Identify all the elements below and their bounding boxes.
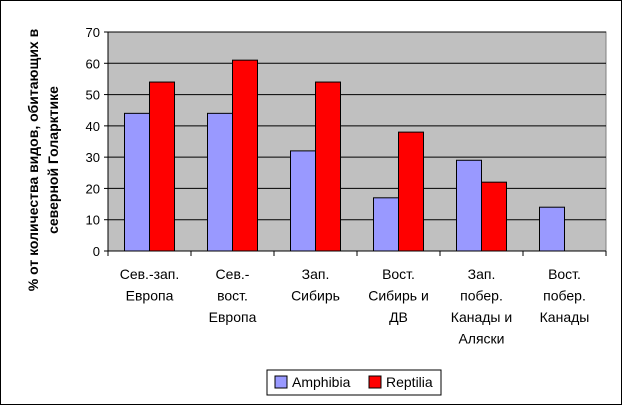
- bar-amphibia: [290, 150, 316, 252]
- bar-amphibia: [539, 206, 565, 252]
- legend: Amphibia Reptilia: [266, 369, 442, 396]
- bar-amphibia: [207, 112, 233, 252]
- y-tick-label: 20: [86, 181, 100, 196]
- y-axis-title-line: % от количества видов, обитающих в: [25, 28, 41, 291]
- x-tick-label: Сев.-вост. Европа: [209, 266, 257, 325]
- x-tick-label: Вост. побер. Канады: [540, 266, 590, 325]
- x-axis: Сев.-зап. Европа Сев.-вост. Европа Зап. Сибир…: [107, 250, 607, 347]
- y-tick-label: 0: [93, 244, 100, 259]
- y-tick-label: 60: [86, 56, 100, 71]
- y-tick-label: 30: [86, 150, 100, 165]
- bar-amphibia: [456, 159, 482, 252]
- bar-reptilia: [232, 59, 258, 252]
- y-axis-title: % от количества видов, обитающих в северн…: [25, 28, 61, 291]
- bar-amphibia: [124, 112, 150, 252]
- legend-swatch: [368, 375, 382, 389]
- y-tick-label: 10: [86, 213, 100, 228]
- bar-reptilia: [481, 181, 507, 252]
- legend-label: Amphibia: [292, 374, 351, 390]
- plot-area: [107, 31, 607, 252]
- legend-label: Reptilia: [386, 374, 433, 390]
- y-tick-label: 40: [86, 119, 100, 134]
- y-axis-title-line: северной Голарктике: [45, 86, 61, 234]
- bar-reptilia: [149, 81, 175, 252]
- legend-box: [266, 369, 442, 396]
- y-axis-ticks: 0 10 20 30 40 50 60 70: [86, 25, 109, 259]
- bar-reptilia: [315, 81, 341, 252]
- bar-reptilia: [398, 131, 424, 252]
- x-tick-label: Зап. побер. Канады и Аляски: [451, 266, 512, 347]
- x-tick-label: Вост. Сибирь и ДВ: [368, 266, 429, 325]
- bar-amphibia: [373, 197, 399, 252]
- legend-swatch: [274, 375, 288, 389]
- x-tick-label: Зап. Сибирь: [291, 266, 340, 304]
- y-tick-label: 70: [86, 25, 100, 40]
- y-tick-label: 50: [86, 88, 100, 103]
- gridlines: [108, 31, 606, 221]
- x-tick-label: Сев.-зап. Европа: [120, 266, 180, 304]
